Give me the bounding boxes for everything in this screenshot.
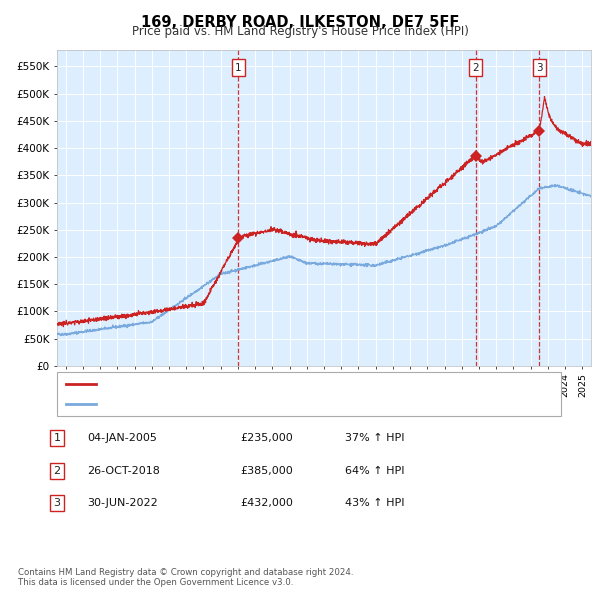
Text: 1: 1 bbox=[53, 434, 61, 443]
Text: 1: 1 bbox=[235, 63, 242, 73]
Text: 169, DERBY ROAD, ILKESTON, DE7 5FF (detached house): 169, DERBY ROAD, ILKESTON, DE7 5FF (deta… bbox=[100, 379, 397, 389]
Text: 2: 2 bbox=[473, 63, 479, 73]
Text: 43% ↑ HPI: 43% ↑ HPI bbox=[345, 499, 404, 508]
Text: HPI: Average price, detached house, Erewash: HPI: Average price, detached house, Erew… bbox=[100, 399, 337, 408]
Text: 04-JAN-2005: 04-JAN-2005 bbox=[87, 434, 157, 443]
Text: 37% ↑ HPI: 37% ↑ HPI bbox=[345, 434, 404, 443]
Text: 26-OCT-2018: 26-OCT-2018 bbox=[87, 466, 160, 476]
Text: £432,000: £432,000 bbox=[240, 499, 293, 508]
Text: 30-JUN-2022: 30-JUN-2022 bbox=[87, 499, 158, 508]
Text: 3: 3 bbox=[536, 63, 542, 73]
Text: Contains HM Land Registry data © Crown copyright and database right 2024.
This d: Contains HM Land Registry data © Crown c… bbox=[18, 568, 353, 587]
Text: 3: 3 bbox=[53, 499, 61, 508]
Text: 2: 2 bbox=[53, 466, 61, 476]
Text: 64% ↑ HPI: 64% ↑ HPI bbox=[345, 466, 404, 476]
Text: Price paid vs. HM Land Registry's House Price Index (HPI): Price paid vs. HM Land Registry's House … bbox=[131, 25, 469, 38]
Text: £385,000: £385,000 bbox=[240, 466, 293, 476]
Text: £235,000: £235,000 bbox=[240, 434, 293, 443]
Text: 169, DERBY ROAD, ILKESTON, DE7 5FF: 169, DERBY ROAD, ILKESTON, DE7 5FF bbox=[141, 15, 459, 30]
